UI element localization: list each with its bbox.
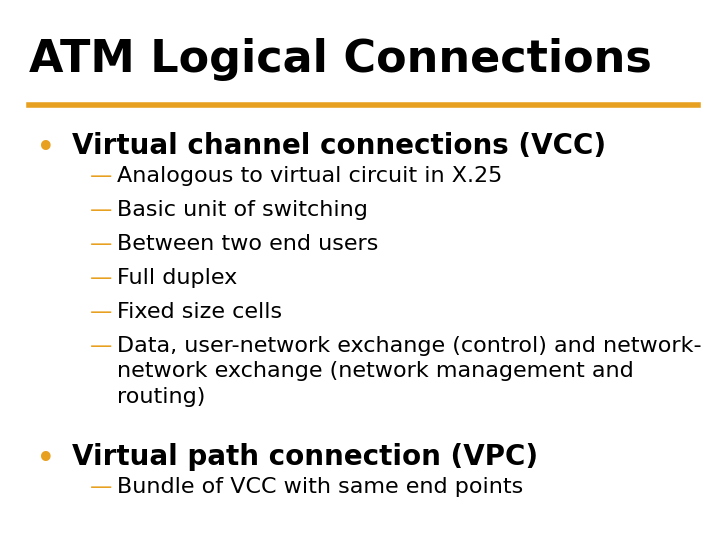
Text: Between two end users: Between two end users (117, 234, 379, 254)
Text: —: — (90, 477, 112, 497)
Text: Virtual channel connections (VCC): Virtual channel connections (VCC) (72, 132, 606, 160)
Text: Basic unit of switching: Basic unit of switching (117, 200, 368, 220)
Text: —: — (90, 302, 112, 322)
Text: —: — (90, 200, 112, 220)
Text: —: — (90, 234, 112, 254)
Text: Full duplex: Full duplex (117, 268, 238, 288)
Text: Data, user-network exchange (control) and network-
network exchange (network man: Data, user-network exchange (control) an… (117, 336, 702, 407)
Text: —: — (90, 336, 112, 356)
Text: ATM Logical Connections: ATM Logical Connections (29, 38, 652, 81)
Text: •: • (36, 132, 55, 165)
Text: —: — (90, 268, 112, 288)
Text: Fixed size cells: Fixed size cells (117, 302, 282, 322)
Text: Analogous to virtual circuit in X.25: Analogous to virtual circuit in X.25 (117, 166, 503, 186)
Text: Virtual path connection (VPC): Virtual path connection (VPC) (72, 443, 538, 471)
Text: •: • (36, 443, 55, 476)
Text: —: — (90, 166, 112, 186)
Text: Bundle of VCC with same end points: Bundle of VCC with same end points (117, 477, 523, 497)
